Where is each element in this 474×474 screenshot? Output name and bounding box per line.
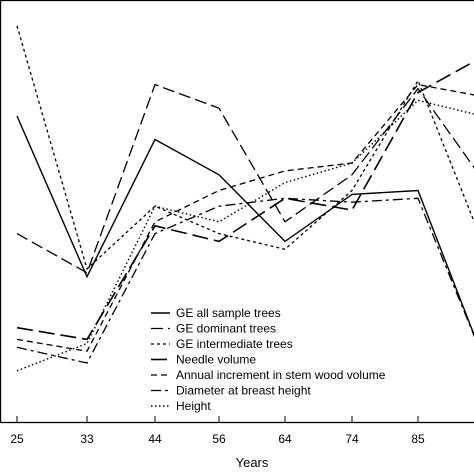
legend-label-2: GE dominant trees	[176, 322, 276, 336]
x-axis-label: Years	[236, 455, 269, 470]
legend-label-4: Needle volume	[176, 353, 256, 367]
series-line-2	[16, 83, 474, 274]
legend-label-7: Height	[176, 399, 211, 413]
x-tick-label: 64	[278, 432, 292, 446]
x-tick-label: 74	[345, 432, 359, 446]
x-tick-label: 44	[148, 432, 162, 446]
x-tick-label: 25	[10, 432, 24, 446]
series-line-4	[16, 60, 474, 341]
x-tick-label: 85	[411, 432, 425, 446]
x-tick-label: 33	[80, 432, 94, 446]
legend-label-3: GE intermediate trees	[176, 337, 293, 351]
series-line-7	[16, 99, 474, 372]
series-line-5	[16, 83, 474, 352]
series-line-1	[16, 115, 474, 337]
legend-label-5: Annual increment in stem wood volume	[176, 368, 386, 382]
legend-label-1: GE all sample trees	[176, 306, 281, 320]
series-line-3	[16, 25, 474, 271]
legend-label-6: Diameter at breast height	[176, 384, 311, 398]
x-tick-label: 56	[212, 432, 226, 446]
plot-frame	[0, 0, 474, 424]
